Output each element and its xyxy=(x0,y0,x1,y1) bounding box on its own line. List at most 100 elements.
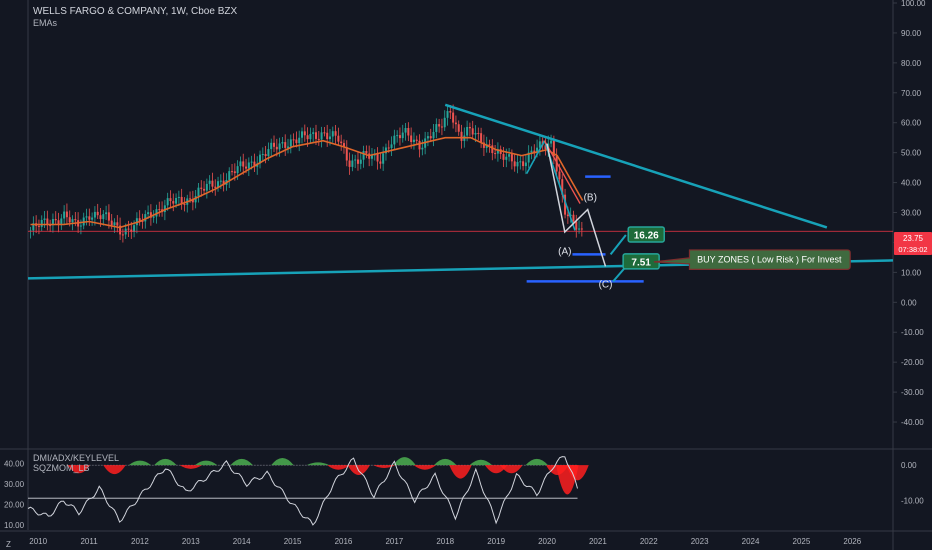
target-label-1-box xyxy=(627,226,665,243)
candle-body xyxy=(572,214,575,222)
price-badge[interactable]: 23.75 07:38:02 xyxy=(894,232,932,255)
time-tick-label: 2025 xyxy=(793,537,811,546)
price-tick-label: -30.00 xyxy=(901,388,924,397)
candle-body xyxy=(314,132,317,139)
candle-body xyxy=(273,142,276,147)
candle-body xyxy=(46,218,49,226)
candle-body xyxy=(281,142,284,144)
indicator-title-1: DMI/ADX/KEYLEVEL xyxy=(33,453,119,463)
candle-body xyxy=(158,209,161,211)
time-tick-label: 2010 xyxy=(29,537,47,546)
candle-body xyxy=(65,211,68,218)
candle-body xyxy=(446,111,449,118)
candle-body xyxy=(580,228,583,230)
candle-body xyxy=(175,197,178,204)
candle-body xyxy=(390,144,393,148)
momentum-hump xyxy=(449,465,472,479)
indicator-right-tick: 0.00 xyxy=(901,461,917,470)
candle-body xyxy=(432,131,435,139)
candle-body xyxy=(438,124,441,127)
target-label-1[interactable]: 16.26 xyxy=(627,226,665,243)
candle-body xyxy=(550,140,553,144)
candle-body xyxy=(270,142,273,150)
candle-body xyxy=(99,215,102,220)
candle-body xyxy=(289,139,292,147)
momentum-hump xyxy=(154,458,177,466)
candle-body xyxy=(359,159,362,164)
candle-body xyxy=(63,211,66,219)
candle-body xyxy=(426,136,429,139)
chart-title: WELLS FARGO & COMPANY, 1W, Cboe BZX xyxy=(33,6,237,17)
time-tick-label: 2014 xyxy=(233,537,251,546)
time-tick-label: 2012 xyxy=(131,537,149,546)
candle-body xyxy=(306,135,309,140)
price-tick-label: 60.00 xyxy=(901,119,922,128)
candle-body xyxy=(379,161,382,164)
candle-body xyxy=(219,180,222,182)
candle-body xyxy=(536,147,539,154)
time-tick-label: 2018 xyxy=(436,537,454,546)
momentum-hump xyxy=(179,465,203,469)
candle-body xyxy=(236,166,239,174)
candle-body xyxy=(228,171,231,181)
candle-body xyxy=(443,117,446,128)
momentum-hump xyxy=(413,465,437,470)
candle-body xyxy=(578,228,581,230)
candle-body xyxy=(558,171,561,180)
indicator-pane: 40.00 30.00 20.00 10.00 0.00 -10.00 xyxy=(4,456,924,530)
buy-zone-callout[interactable]: BUY ZONES ( Low Risk ) For Invest xyxy=(653,249,851,270)
candle-body xyxy=(530,150,533,153)
time-tick-label: 2019 xyxy=(487,537,505,546)
candle-body xyxy=(384,147,387,154)
candle-body xyxy=(387,147,390,149)
candle-body xyxy=(301,131,304,138)
candle-body xyxy=(205,183,208,191)
momentum-hump xyxy=(67,465,91,474)
candle-body xyxy=(191,198,194,203)
candle-body xyxy=(334,131,337,136)
candle-body xyxy=(32,223,35,231)
resistance-trendline xyxy=(444,103,828,229)
momentum-hump xyxy=(500,465,523,474)
candle-body xyxy=(71,219,74,223)
candle-body xyxy=(217,181,220,188)
candle-body xyxy=(340,141,343,144)
candle-body xyxy=(231,171,234,173)
target-leader xyxy=(609,234,627,256)
buy-zone-callout-shape xyxy=(653,249,851,270)
candle-body xyxy=(449,111,452,113)
candle-body xyxy=(79,225,82,227)
momentum-hump xyxy=(103,465,126,475)
candle-body xyxy=(259,154,262,164)
target-label-2-text: 7.51 xyxy=(631,257,651,268)
fan-line xyxy=(543,140,581,204)
target-label-2[interactable]: 7.51 xyxy=(622,253,660,270)
candle-body xyxy=(278,143,281,150)
candle-body xyxy=(457,124,460,132)
candle-body xyxy=(440,126,443,128)
time-axis[interactable]: 2010 2011 2012 2013 2014 2015 2016 2017 2018 2019… xyxy=(29,537,861,546)
candle-body xyxy=(404,127,407,133)
candle-body xyxy=(60,218,63,225)
time-tick-label: 2011 xyxy=(80,537,98,546)
candle-body xyxy=(370,155,373,159)
time-tick-label: 2021 xyxy=(589,537,607,546)
candle-body xyxy=(376,153,379,162)
momentum-hump xyxy=(194,460,218,466)
momentum-hump xyxy=(327,465,350,470)
wave-c-label: (C) xyxy=(599,279,613,290)
candle-body xyxy=(398,135,401,139)
candle-body xyxy=(320,132,323,140)
candle-body xyxy=(519,161,522,163)
candle-body xyxy=(309,133,312,140)
candle-body xyxy=(250,161,253,163)
branding[interactable]: Z xyxy=(6,540,11,549)
candle-body xyxy=(564,194,567,215)
candle-body xyxy=(312,132,315,134)
candle-body xyxy=(96,211,99,216)
price-tick-label: -20.00 xyxy=(901,358,924,367)
candle-body xyxy=(317,138,320,140)
candle-body xyxy=(40,219,43,227)
